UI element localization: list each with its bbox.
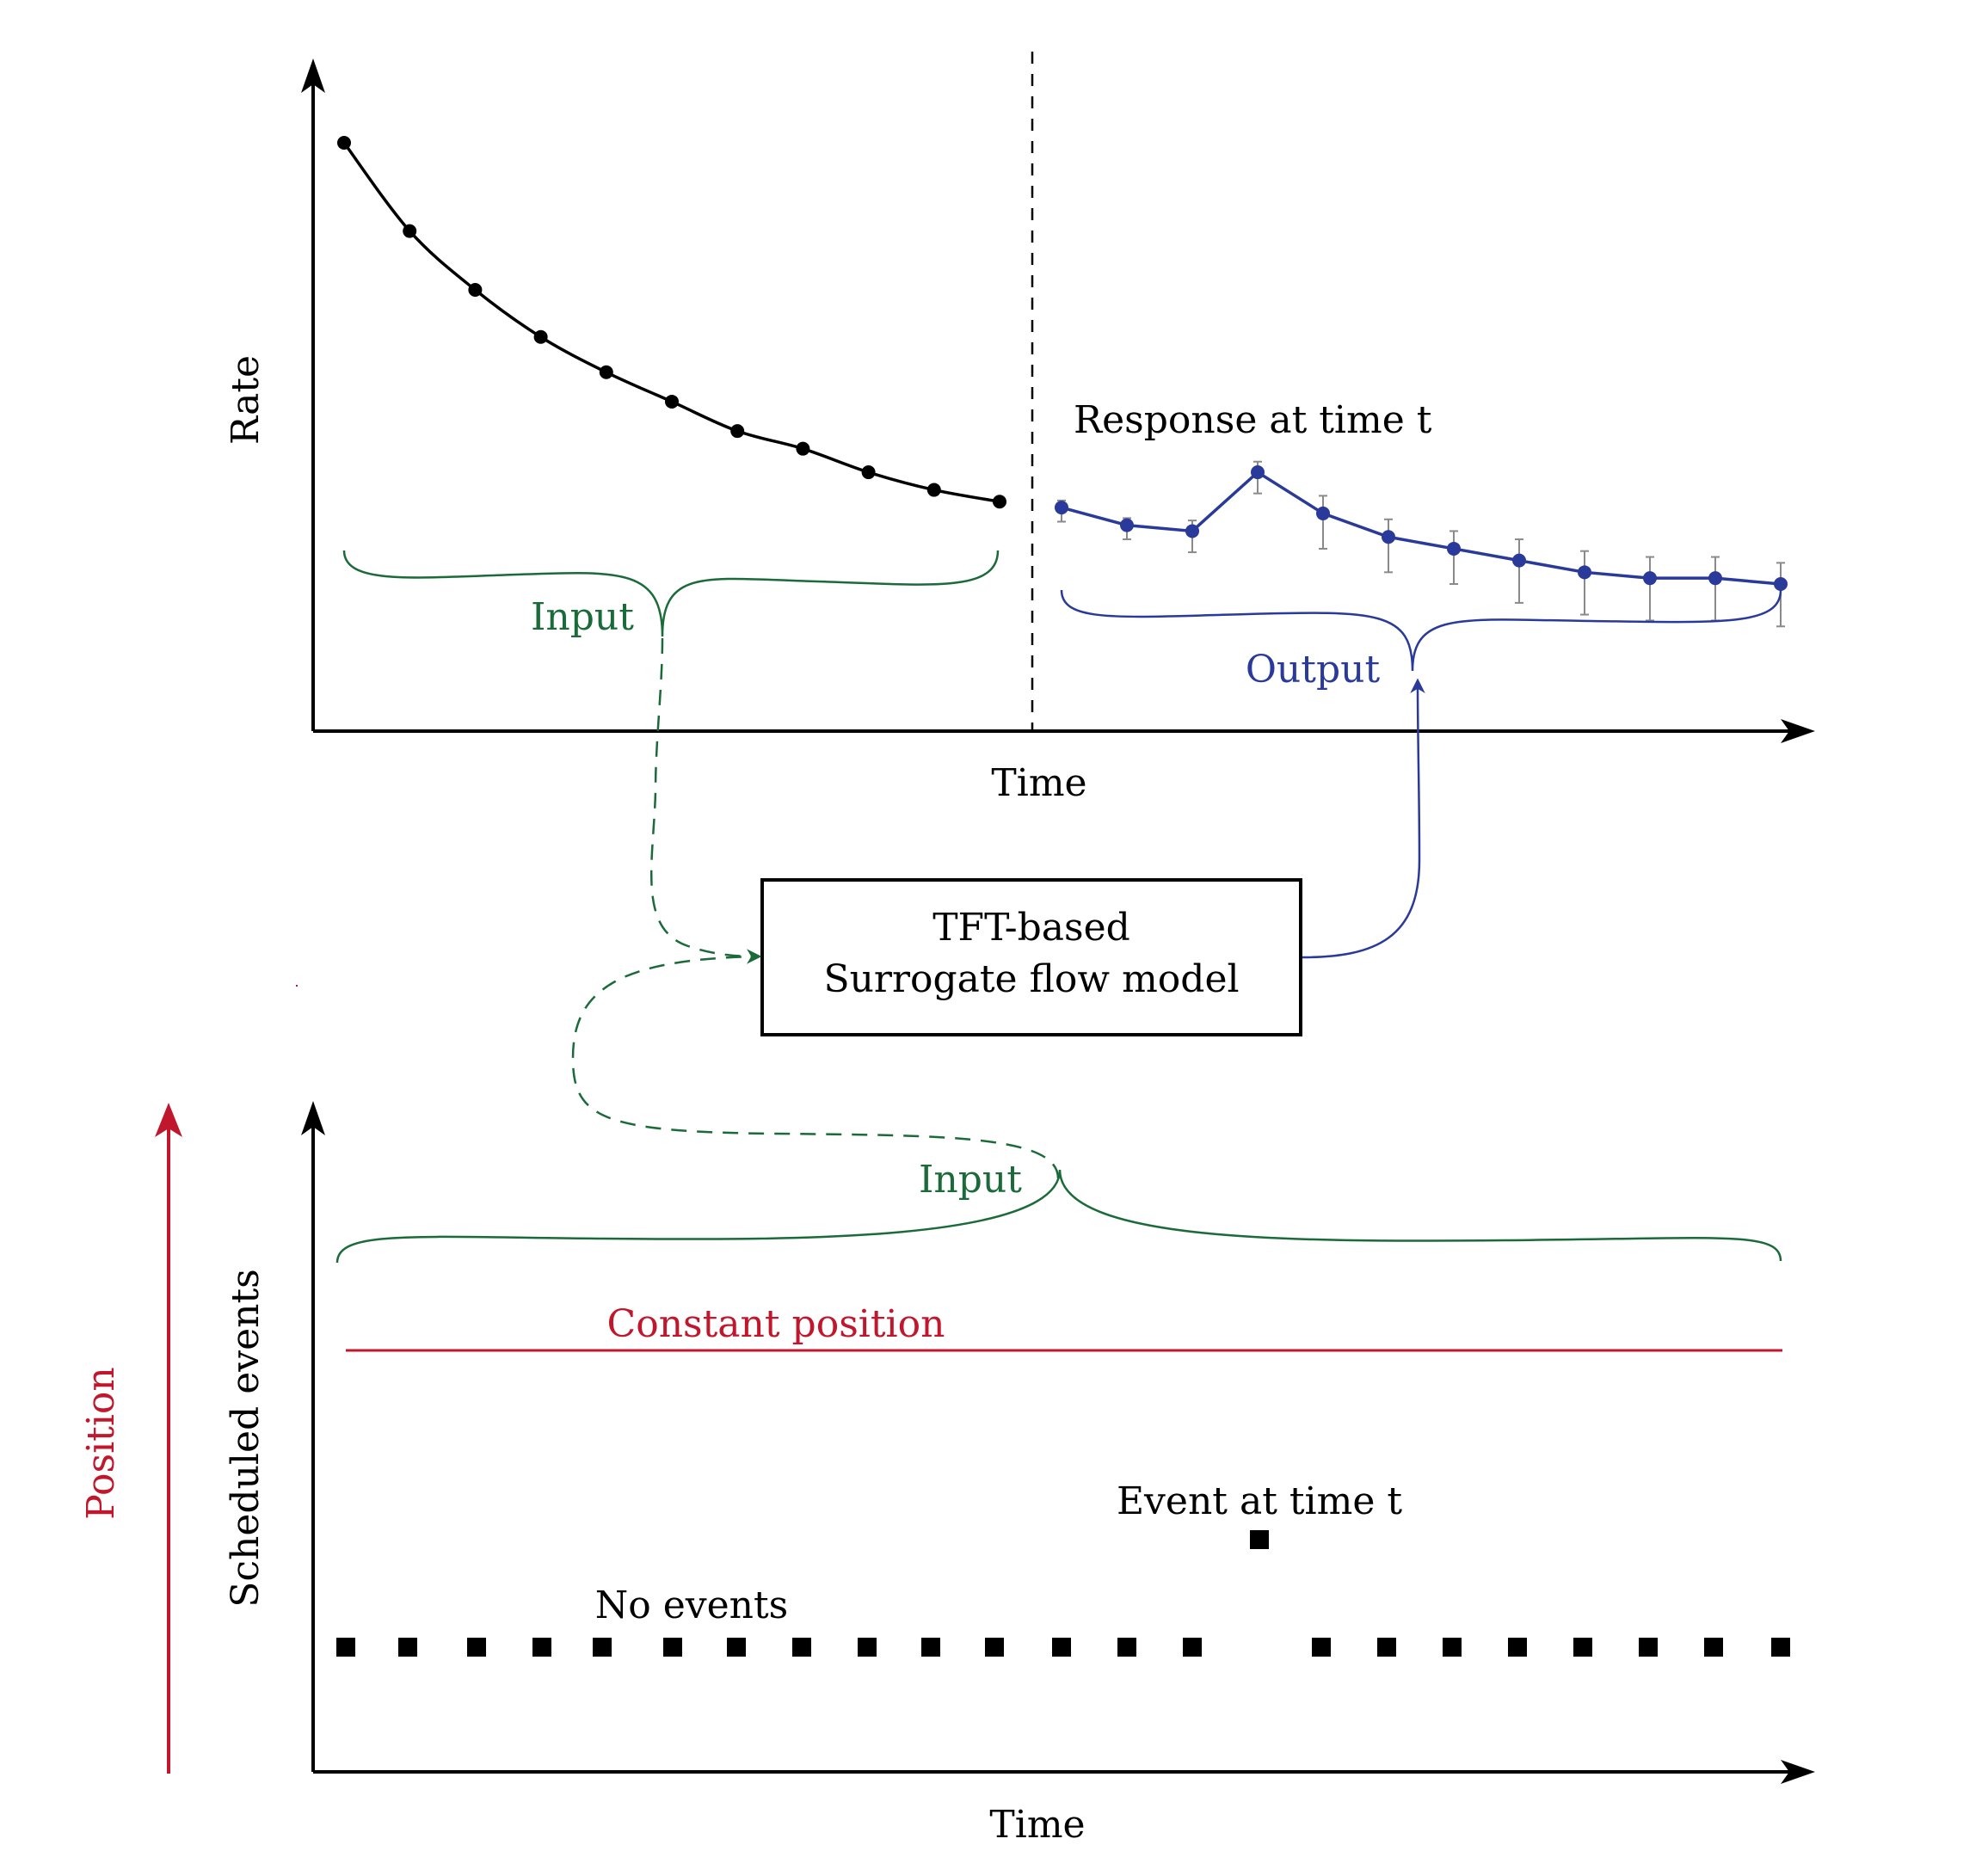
output-point	[1382, 530, 1395, 544]
bottom-y-axis-label: Scheduled events	[224, 1269, 268, 1607]
no-events-label: No events	[595, 1583, 789, 1627]
baseline-event-marker	[593, 1638, 612, 1657]
input-point	[468, 283, 483, 297]
baseline-event-marker	[467, 1638, 486, 1657]
position-arrow-head	[155, 1103, 182, 1137]
baseline-event-marker	[336, 1638, 355, 1657]
top-y-axis-arrowhead	[301, 58, 325, 93]
output-point	[1120, 518, 1134, 532]
baseline-event-marker	[1312, 1638, 1331, 1657]
output-point	[1708, 571, 1722, 586]
baseline-event-marker	[1704, 1638, 1723, 1657]
top-x-axis-label: Time	[991, 761, 1086, 805]
baseline-event-marker	[1183, 1638, 1202, 1657]
top-panel: Rate Time Response at time t Input Outpu…	[224, 52, 1815, 805]
baseline-event-marker	[1639, 1638, 1658, 1657]
input-flow-arrow-bottom	[571, 955, 1060, 1179]
position-label: Position	[79, 1367, 123, 1520]
position-axis: Position	[79, 1103, 182, 1774]
input-label-top: Input	[531, 595, 634, 639]
baseline-event-marker	[858, 1638, 877, 1657]
input-brace-bottom	[335, 1169, 1782, 1264]
output-point	[1643, 571, 1657, 586]
bottom-x-axis-label: Time	[989, 1803, 1085, 1847]
input-curve	[342, 141, 1000, 503]
model-box: TFT-based Surrogate flow model	[760, 878, 1302, 1036]
output-curve	[1061, 470, 1782, 586]
output-flow-arrow	[1302, 678, 1425, 959]
model-box-line2: Surrogate flow model	[823, 957, 1239, 1001]
baseline-event-marker	[727, 1638, 746, 1657]
response-label: Response at time t	[1074, 398, 1432, 442]
bottom-panel: Scheduled events Time Input Constant pos…	[224, 1101, 1815, 1847]
output-point	[1447, 541, 1461, 556]
output-label: Output	[1246, 648, 1381, 692]
input-point	[599, 365, 613, 379]
output-point	[1316, 506, 1330, 520]
bottom-x-axis-arrowhead	[1781, 1760, 1815, 1784]
output-points	[1055, 465, 1788, 591]
input-series	[337, 136, 1006, 509]
output-series	[1055, 460, 1788, 628]
model-box-line1: TFT-based	[932, 906, 1130, 950]
baseline-event-marker	[985, 1638, 1004, 1657]
baseline-event-marker	[1573, 1638, 1592, 1657]
output-point	[1578, 565, 1591, 580]
input-point	[926, 483, 941, 497]
input-points	[337, 136, 1006, 509]
model-box-frame	[760, 878, 1302, 1036]
input-point	[993, 495, 1006, 509]
top-x-axis-arrowhead	[1781, 719, 1815, 743]
input-point	[861, 465, 876, 480]
output-point	[1251, 465, 1265, 480]
scheduled-event-marker	[1250, 1530, 1269, 1549]
input-point	[533, 329, 548, 344]
baseline-event-marker	[663, 1638, 682, 1657]
constant-position-label: Constant position	[607, 1302, 945, 1346]
input-point	[730, 424, 745, 439]
top-y-axis-label: Rate	[224, 355, 268, 445]
input-point	[337, 136, 351, 150]
input-brace-top	[342, 550, 1000, 637]
output-point	[1512, 553, 1526, 568]
baseline-event-marker	[1117, 1638, 1136, 1657]
baseline-event-marker	[792, 1638, 811, 1657]
input-point	[403, 224, 417, 238]
baseline-event-marker	[532, 1638, 551, 1657]
output-point	[1774, 577, 1788, 591]
input-flow-arrow-top	[649, 637, 762, 964]
baseline-event-marker	[1443, 1638, 1462, 1657]
input-point	[665, 394, 679, 409]
baseline-event-marker	[1508, 1638, 1527, 1657]
input-point	[796, 441, 810, 456]
output-point	[1055, 501, 1068, 515]
baseline-event-marker	[1052, 1638, 1071, 1657]
baseline-event-marker	[1771, 1638, 1790, 1657]
bottom-y-axis-arrowhead	[301, 1101, 325, 1135]
output-point	[1185, 524, 1199, 538]
input-label-bottom: Input	[919, 1158, 1022, 1202]
baseline-event-marker	[1377, 1638, 1396, 1657]
event-markers	[336, 1530, 1790, 1657]
baseline-event-marker	[921, 1638, 940, 1657]
event-label: Event at time t	[1117, 1479, 1402, 1523]
output-brace	[1060, 589, 1782, 672]
baseline-event-marker	[398, 1638, 417, 1657]
